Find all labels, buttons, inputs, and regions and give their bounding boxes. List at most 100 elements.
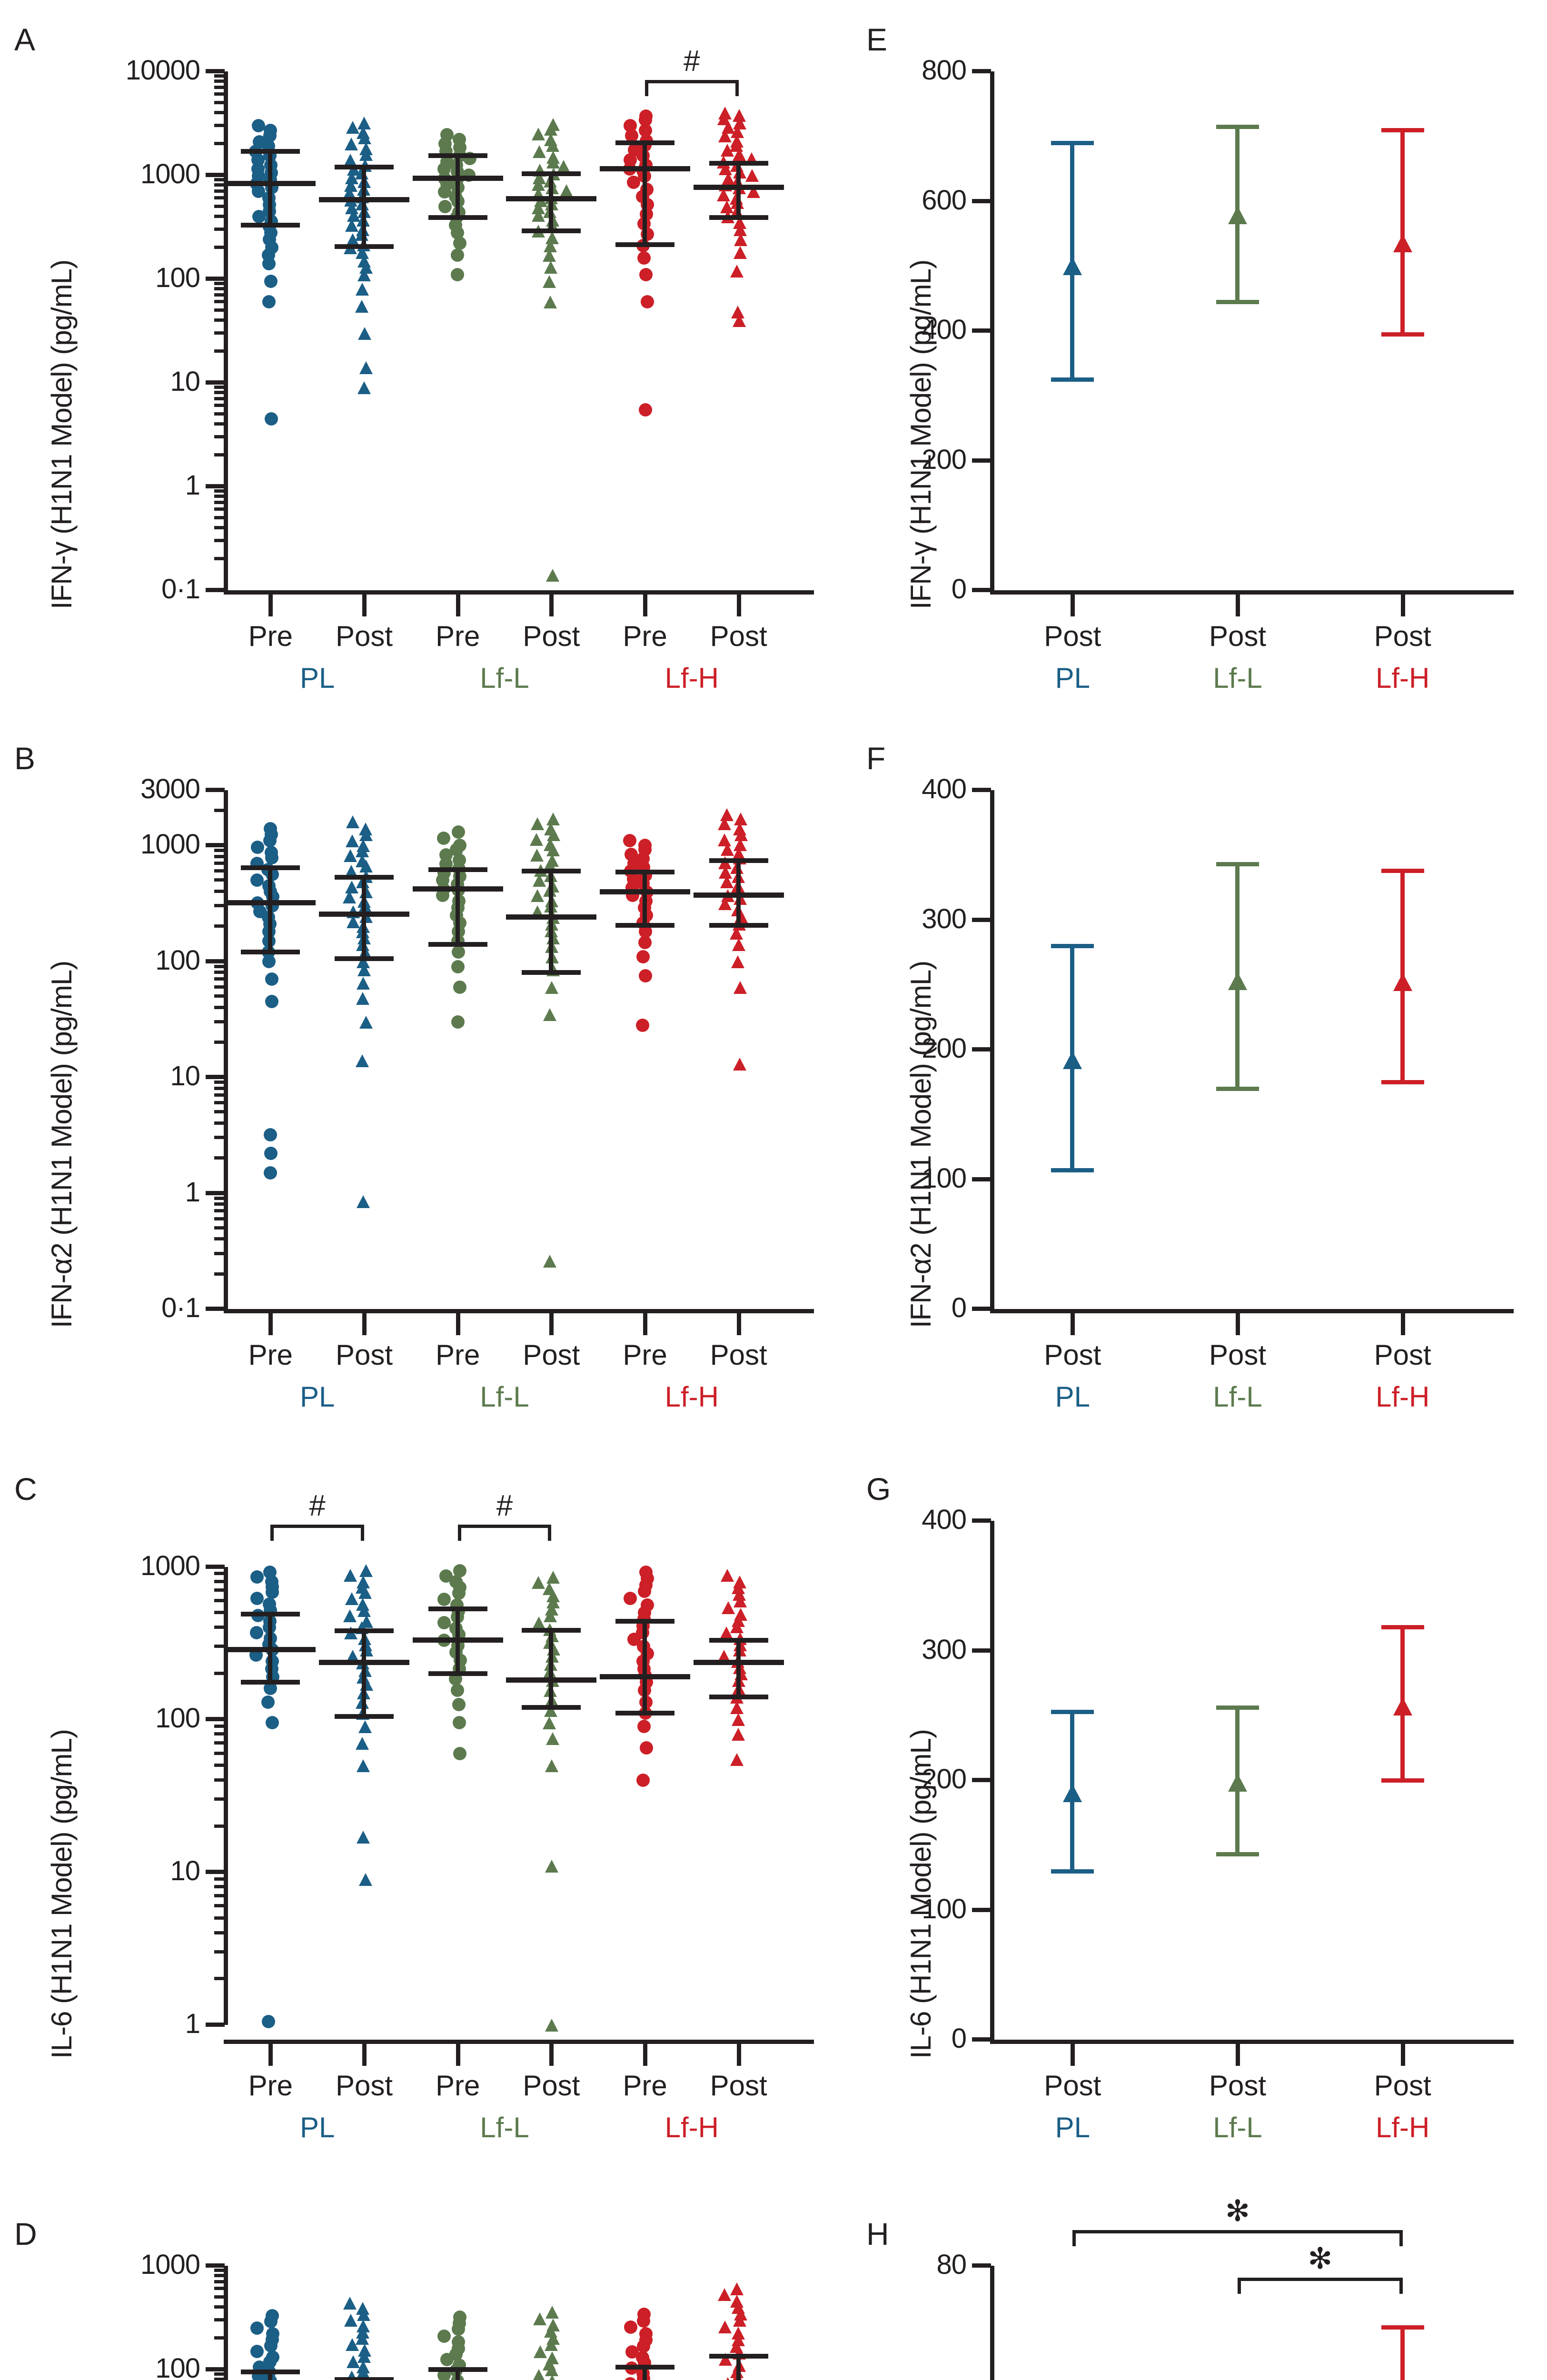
x-tick-label-a-5: Post bbox=[710, 620, 767, 652]
y-tick-label-h-3: 60 bbox=[752, 2379, 967, 2380]
iqr-line bbox=[549, 1630, 554, 1707]
data-point-triangle bbox=[355, 1737, 369, 1750]
y-minor-tick bbox=[214, 227, 225, 231]
y-minor-tick bbox=[214, 2295, 225, 2299]
data-point-circle bbox=[250, 2344, 264, 2358]
mean-marker-lfl bbox=[1228, 1774, 1247, 1792]
y-tick-b-1 bbox=[206, 1190, 225, 1195]
iqr-upper-cap bbox=[335, 875, 394, 880]
y-tick-label-c-1: 10 bbox=[170, 1855, 200, 1887]
y-minor-tick bbox=[214, 1020, 225, 1023]
y-minor-tick bbox=[214, 538, 225, 542]
data-point-triangle bbox=[733, 1575, 747, 1588]
data-point-triangle bbox=[357, 116, 371, 129]
y-axis-spine-a bbox=[224, 71, 228, 590]
iqr-upper-cap bbox=[428, 867, 487, 872]
y-tick-a-3 bbox=[206, 277, 225, 281]
y-axis-spine-h bbox=[990, 2266, 994, 2380]
y-tick-f-4 bbox=[972, 788, 991, 792]
data-point-circle bbox=[451, 825, 465, 839]
y-tick-g-0 bbox=[972, 2037, 991, 2042]
y-minor-tick bbox=[214, 985, 225, 989]
y-tick-f-2 bbox=[972, 1047, 991, 1051]
y-minor-tick bbox=[214, 1202, 225, 1206]
significance-bracket-c-0 bbox=[270, 1525, 364, 1541]
data-point-triangle bbox=[357, 977, 370, 990]
y-minor-tick bbox=[214, 385, 225, 389]
y-tick-label-a-3: 100 bbox=[155, 262, 200, 293]
y-minor-tick bbox=[214, 142, 225, 146]
iqr-line bbox=[268, 2371, 273, 2380]
y-tick-label-b-0: 0·1 bbox=[161, 1292, 200, 1323]
data-point-circle bbox=[249, 1626, 263, 1640]
y-tick-b-0 bbox=[206, 1307, 225, 1311]
x-tick-c-4 bbox=[643, 2044, 647, 2066]
iqr-upper-cap bbox=[335, 2377, 394, 2380]
data-point-circle bbox=[453, 1746, 467, 1760]
data-point-circle bbox=[451, 248, 465, 262]
iqr-lower-cap bbox=[428, 215, 487, 220]
y-minor-tick bbox=[214, 495, 225, 498]
iqr-upper-cap bbox=[428, 153, 487, 158]
iqr-line bbox=[643, 143, 647, 245]
y-tick-label-a-1: 1 bbox=[185, 470, 200, 501]
data-point-triangle bbox=[532, 2369, 546, 2380]
y-minor-tick bbox=[214, 1579, 225, 1583]
y-minor-tick bbox=[214, 74, 225, 78]
data-point-circle bbox=[263, 822, 277, 835]
errorbar-upper-cap bbox=[1216, 124, 1259, 129]
data-point-circle bbox=[437, 1593, 451, 1606]
y-minor-tick bbox=[214, 1877, 225, 1881]
y-minor-tick bbox=[214, 964, 225, 968]
data-point-triangle bbox=[717, 2288, 731, 2301]
data-point-circle bbox=[637, 251, 651, 265]
y-tick-label-g-1: 100 bbox=[922, 1893, 967, 1924]
y-minor-tick bbox=[214, 526, 225, 529]
y-tick-label-b-4: 1000 bbox=[140, 829, 200, 860]
iqr-upper-cap bbox=[709, 2353, 768, 2359]
y-minor-tick bbox=[214, 1093, 225, 1097]
y-tick-label-h-4: 80 bbox=[936, 2249, 967, 2280]
bracket-bar bbox=[645, 80, 739, 83]
iqr-lower-cap bbox=[615, 242, 674, 247]
group-label-a-lfh: Lf-H bbox=[664, 662, 719, 694]
data-point-triangle bbox=[357, 1759, 370, 1772]
y-minor-tick bbox=[214, 293, 225, 297]
y-tick-g-2 bbox=[972, 1778, 991, 1782]
y-minor-tick bbox=[214, 1101, 225, 1105]
y-minor-tick bbox=[214, 890, 225, 893]
iqr-upper-cap bbox=[335, 164, 394, 169]
iqr-upper-cap bbox=[615, 2365, 674, 2370]
data-point-triangle bbox=[359, 822, 373, 835]
y-minor-tick bbox=[214, 123, 225, 127]
y-tick-e-2 bbox=[972, 328, 991, 333]
data-point-circle bbox=[251, 119, 265, 132]
data-point-circle bbox=[266, 2309, 279, 2322]
y-minor-tick bbox=[214, 924, 225, 928]
y-minor-tick bbox=[214, 204, 225, 208]
data-point-triangle bbox=[546, 2318, 560, 2331]
x-tick-label-e-1: Post bbox=[1209, 620, 1267, 652]
y-minor-tick bbox=[214, 100, 225, 104]
data-point-triangle bbox=[560, 184, 574, 198]
data-point-triangle bbox=[546, 813, 560, 826]
x-axis-spine-f bbox=[990, 1309, 1514, 1313]
y-tick-label-e-2: 400 bbox=[922, 314, 967, 345]
iqr-lower-cap bbox=[241, 222, 300, 228]
iqr-line bbox=[455, 155, 460, 218]
x-tick-f-0 bbox=[1071, 1313, 1075, 1335]
data-point-triangle bbox=[721, 1569, 734, 1582]
errorbar-line-lfh bbox=[1400, 129, 1405, 334]
y-minor-tick bbox=[214, 1645, 225, 1648]
group-label-f-pl: PL bbox=[1055, 1381, 1091, 1413]
y-tick-label-d-5: 1000 bbox=[140, 2249, 200, 2280]
bracket-left-cap bbox=[270, 1525, 274, 1541]
y-minor-tick bbox=[214, 92, 225, 96]
iqr-line bbox=[455, 1609, 460, 1674]
data-point-triangle bbox=[543, 1254, 557, 1268]
group-label-e-lfl: Lf-L bbox=[1213, 662, 1262, 694]
y-tick-label-g-2: 200 bbox=[922, 1764, 967, 1795]
y-tick-label-f-1: 100 bbox=[922, 1162, 967, 1194]
data-point-triangle bbox=[733, 1058, 747, 1071]
